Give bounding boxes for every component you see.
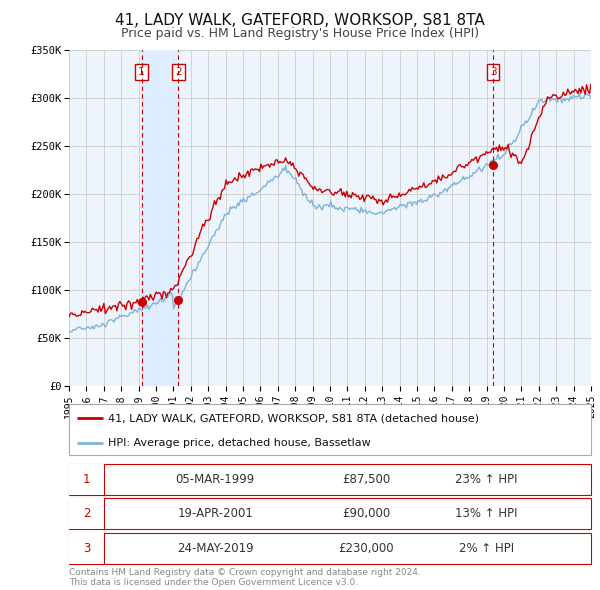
Text: £90,000: £90,000 xyxy=(343,507,391,520)
Text: 19-APR-2001: 19-APR-2001 xyxy=(177,507,253,520)
Text: 05-MAR-1999: 05-MAR-1999 xyxy=(176,473,255,486)
FancyBboxPatch shape xyxy=(69,533,591,563)
Text: 2% ↑ HPI: 2% ↑ HPI xyxy=(459,542,514,555)
FancyBboxPatch shape xyxy=(69,499,591,529)
Text: 2: 2 xyxy=(83,507,91,520)
Text: 13% ↑ HPI: 13% ↑ HPI xyxy=(455,507,518,520)
Text: £230,000: £230,000 xyxy=(339,542,394,555)
Bar xyxy=(142,50,178,386)
Text: HPI: Average price, detached house, Bassetlaw: HPI: Average price, detached house, Bass… xyxy=(108,438,371,447)
Text: 24-MAY-2019: 24-MAY-2019 xyxy=(177,542,253,555)
Bar xyxy=(69,533,104,563)
Text: 1: 1 xyxy=(138,67,145,77)
Text: 2: 2 xyxy=(175,67,182,77)
Text: 3: 3 xyxy=(83,542,91,555)
Text: 41, LADY WALK, GATEFORD, WORKSOP, S81 8TA (detached house): 41, LADY WALK, GATEFORD, WORKSOP, S81 8T… xyxy=(108,413,479,423)
Text: 1: 1 xyxy=(83,473,91,486)
Text: 23% ↑ HPI: 23% ↑ HPI xyxy=(455,473,518,486)
Bar xyxy=(69,464,104,495)
Text: £87,500: £87,500 xyxy=(343,473,391,486)
FancyBboxPatch shape xyxy=(69,464,591,495)
Text: 3: 3 xyxy=(490,67,497,77)
FancyBboxPatch shape xyxy=(69,404,591,455)
Bar xyxy=(69,499,104,529)
Text: Contains HM Land Registry data © Crown copyright and database right 2024.
This d: Contains HM Land Registry data © Crown c… xyxy=(69,568,421,587)
Text: 41, LADY WALK, GATEFORD, WORKSOP, S81 8TA: 41, LADY WALK, GATEFORD, WORKSOP, S81 8T… xyxy=(115,13,485,28)
Text: Price paid vs. HM Land Registry's House Price Index (HPI): Price paid vs. HM Land Registry's House … xyxy=(121,27,479,40)
